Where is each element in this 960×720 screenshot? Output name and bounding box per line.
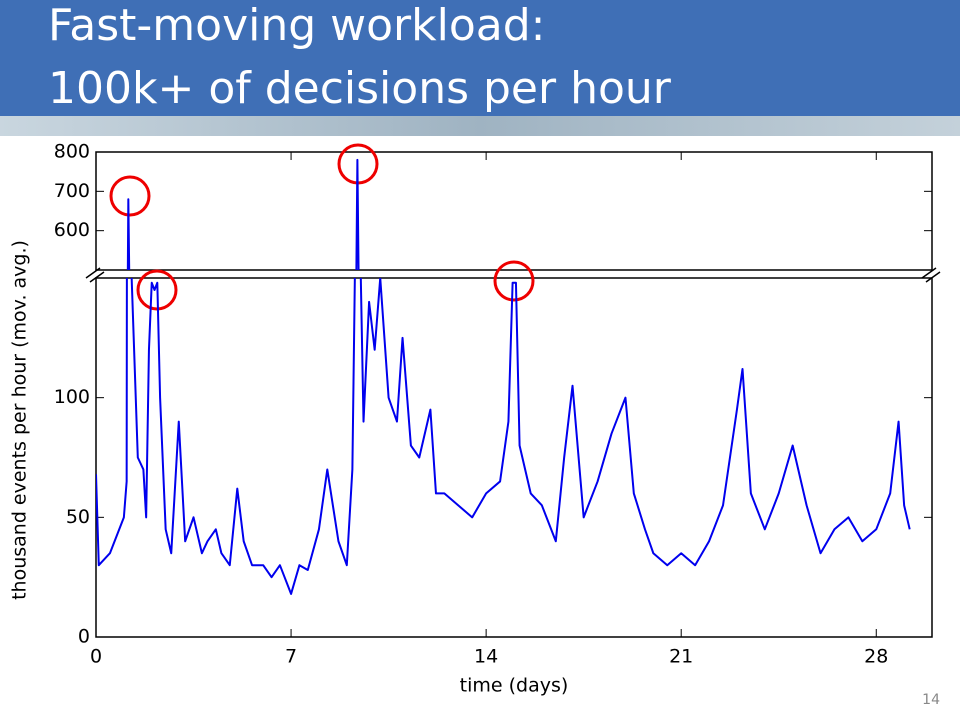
y-tick-label: 700	[54, 180, 90, 202]
title-line: Fast-moving workload:	[48, 0, 545, 51]
data-line-lower	[96, 278, 911, 595]
title-line: 100k+ of decisions per hour	[48, 63, 672, 114]
y-tick-label: 50	[66, 506, 90, 528]
break-marks	[85, 267, 941, 283]
data-line-upper	[126, 158, 360, 270]
y-axis-label: thousand events per hour (mov. avg.)	[9, 240, 31, 600]
lower-frame	[95, 277, 933, 638]
header-strip	[0, 116, 960, 136]
y-tick-label: 600	[54, 219, 90, 241]
page-number: 14	[922, 692, 940, 708]
x-tick-label: 7	[285, 646, 297, 668]
x-axis-label: time (days)	[460, 675, 569, 697]
y-tick-label: 800	[54, 141, 90, 163]
y-tick-label: 0	[78, 626, 90, 648]
upper-frame	[95, 151, 933, 271]
y-tick-label: 100	[54, 386, 90, 408]
x-tick-label: 28	[864, 646, 888, 668]
highlight-circles	[109, 143, 535, 311]
x-tick-label: 14	[474, 646, 498, 668]
header-bar	[0, 0, 960, 116]
x-tick-label: 21	[669, 646, 693, 668]
x-tick-label: 0	[90, 646, 102, 668]
